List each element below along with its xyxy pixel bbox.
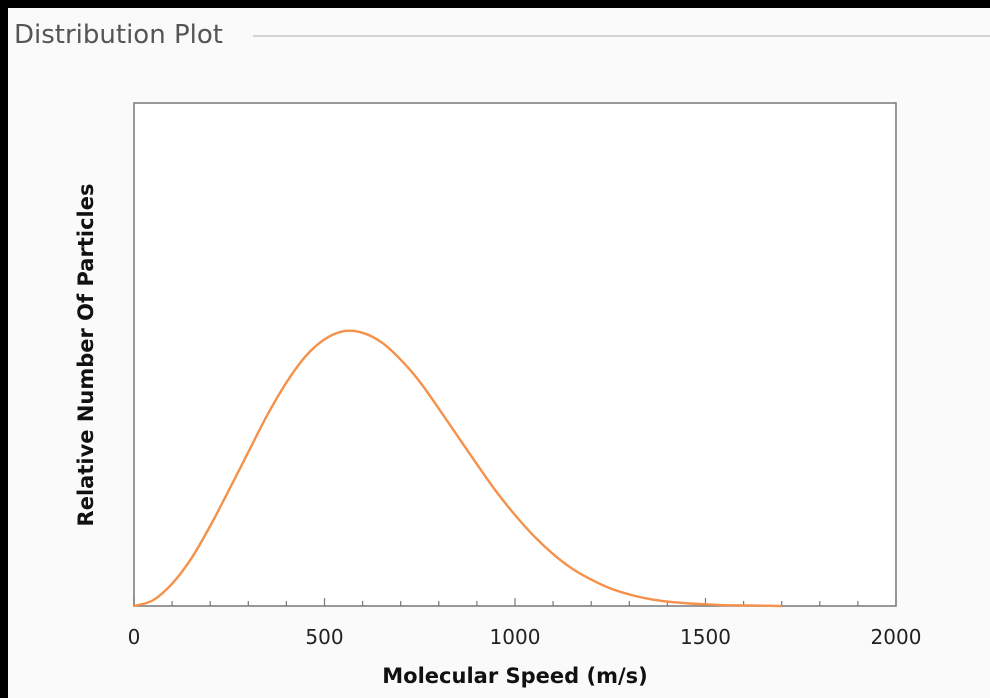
x-tick-label: 1500 xyxy=(680,625,731,649)
y-axis-label: Relative Number Of Particles xyxy=(74,184,98,527)
x-tick-label: 500 xyxy=(305,625,343,649)
x-axis-label: Molecular Speed (m/s) xyxy=(382,664,647,688)
panel-header: Distribution Plot xyxy=(8,8,990,58)
x-tick-label: 2000 xyxy=(871,625,922,649)
x-tick-label: 1000 xyxy=(490,625,541,649)
panel-title: Distribution Plot xyxy=(14,20,233,50)
x-axis-tick-labels: 0 500 1000 1500 2000 xyxy=(128,625,922,649)
x-tick-label: 0 xyxy=(128,625,141,649)
plot-area xyxy=(133,102,897,607)
panel-title-rule xyxy=(253,35,990,37)
series-line xyxy=(133,329,782,608)
